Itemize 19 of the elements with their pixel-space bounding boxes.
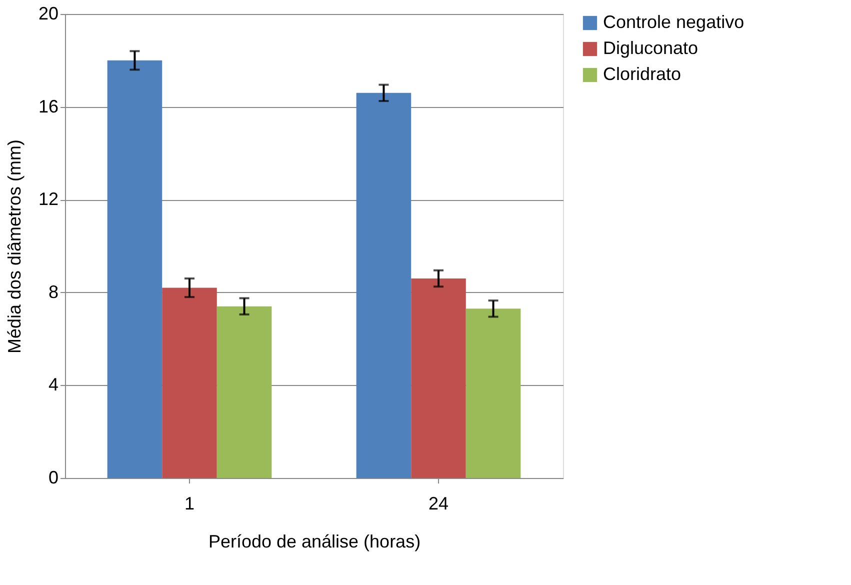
y-axis-title: Média dos diâmetros (mm) (4, 139, 24, 354)
y-tick-label: 20 (38, 4, 58, 24)
x-tick-label: 1 (184, 494, 195, 514)
bar (411, 278, 466, 478)
bar (162, 288, 217, 478)
y-tick-label: 4 (48, 374, 58, 395)
bar (356, 92, 412, 478)
y-tick-label: 0 (48, 468, 58, 488)
bar (216, 306, 272, 478)
y-tick-label: 8 (48, 282, 58, 302)
bar (107, 60, 162, 478)
legend-label: Controle negativo (603, 12, 744, 32)
legend-label: Cloridrato (603, 64, 682, 84)
bar (466, 308, 521, 478)
x-axis-title: Período de análise (horas) (208, 532, 421, 552)
x-tick-label: 24 (428, 494, 449, 514)
y-tick-label: 12 (38, 189, 58, 210)
legend-label: Digluconato (603, 38, 698, 58)
y-tick-label: 16 (38, 96, 58, 116)
